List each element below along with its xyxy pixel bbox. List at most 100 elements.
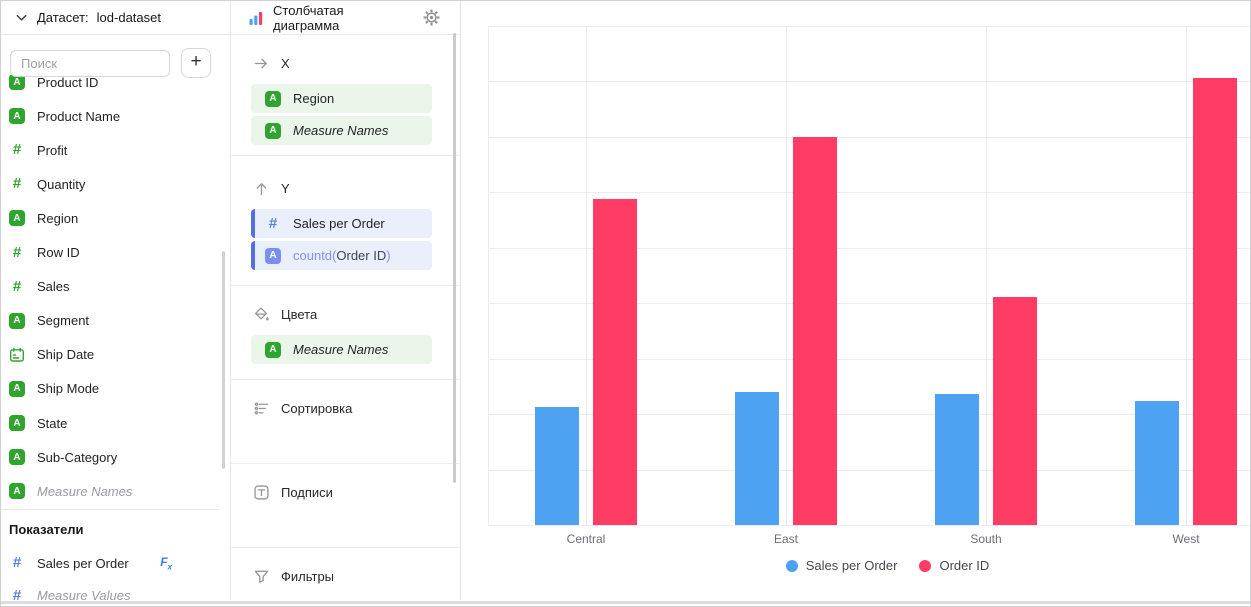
string-field-icon: A (9, 210, 25, 227)
measure-field-icon: # (268, 214, 278, 232)
field-label: Sales (37, 279, 70, 295)
bar-sales-per-order-west[interactable] (1135, 400, 1179, 525)
field-sales-per-order[interactable]: # Sales per Order Fx (1, 546, 219, 580)
field-label: Measure Values (37, 588, 131, 600)
gridline-horizontal (488, 303, 1250, 305)
bar-chart-area: Central East South West Sales per Order Order… (461, 1, 1250, 600)
fields-search-block: + (1, 41, 229, 78)
shelf-field-label: Region (293, 91, 335, 106)
dataset-fields-panel: Датасет: lod-dataset + Показатели A Produ… (1, 1, 231, 600)
bar-order-id-west[interactable] (1193, 78, 1237, 525)
string-field-icon: A (265, 90, 281, 107)
bar-sales-per-order-east[interactable] (735, 392, 779, 525)
number-field-icon: # (12, 243, 22, 261)
arrow-up-icon (253, 180, 270, 197)
shelf-field-label: Measure Names (293, 342, 389, 357)
shelf-section-sort: Сортировка (231, 380, 460, 464)
window-bottom-edge (1, 601, 1250, 604)
bar-sales-per-order-central[interactable] (535, 407, 579, 525)
gridline-vertical (586, 26, 587, 525)
shelf-label-labels: Подписи (281, 485, 333, 500)
field-label: Measure Names (37, 483, 133, 499)
shelf-field-sales-per-order[interactable]: # Sales per Order (251, 209, 432, 238)
field-product-name[interactable]: A Product Name (1, 99, 219, 133)
x-axis-label-central: Central (566, 532, 606, 546)
shelf-field-measure-names[interactable]: A Measure Names (251, 335, 432, 364)
shelf-section-colors: Цвета A Measure Names (231, 286, 460, 380)
field-label: State (37, 415, 68, 431)
bar-sales-per-order-south[interactable] (935, 393, 979, 525)
measures-section-header: Показатели (9, 522, 84, 537)
number-field-icon: # (12, 175, 22, 193)
dataset-selector[interactable]: Датасет: lod-dataset (1, 1, 230, 35)
legend-item-order-id[interactable]: Order ID (919, 558, 989, 573)
shelf-field-measure-names[interactable]: A Measure Names (251, 116, 432, 145)
field-ship-date[interactable]: Ship Date (1, 338, 219, 372)
field-segment[interactable]: A Segment (1, 304, 219, 338)
shelf-section-x: X A Region A Measure Names (231, 35, 460, 156)
gridline-horizontal (488, 26, 1250, 27)
bar-order-id-central[interactable] (593, 199, 637, 525)
x-axis-label-east: East (773, 532, 798, 546)
string-field-icon: A (9, 312, 25, 329)
shelf-label-filters: Фильтры (281, 569, 335, 584)
fx-icon[interactable]: Fx (160, 554, 172, 572)
chart-config-panel: Столбчатая диаграмма (231, 1, 461, 600)
bar-order-id-east[interactable] (793, 136, 837, 525)
fields-scrollbar-thumb[interactable] (222, 251, 225, 469)
field-label: Ship Date (37, 347, 95, 363)
field-row-id[interactable]: # Row ID (1, 236, 219, 270)
string-field-icon: A (9, 75, 25, 90)
measure-field-icon: # (12, 554, 22, 571)
config-scrollbar-thumb[interactable] (453, 33, 456, 483)
field-measure-names[interactable]: A Measure Names (1, 474, 219, 508)
shelf-section-filters: Фильтры (231, 548, 460, 600)
sort-icon (253, 400, 270, 417)
string-field-icon: A (9, 415, 25, 431)
config-header: Столбчатая диаграмма (231, 1, 460, 35)
measure-field-icon: # (12, 586, 22, 600)
field-state[interactable]: A State (1, 406, 219, 440)
field-quantity[interactable]: # Quantity (1, 167, 219, 201)
field-sales[interactable]: # Sales (1, 270, 219, 304)
field-label: Segment (37, 313, 90, 329)
field-region[interactable]: A Region (1, 201, 219, 235)
gridline-horizontal (488, 358, 1250, 360)
field-profit[interactable]: # Profit (1, 133, 219, 167)
legend-item-sales-per-order[interactable]: Sales per Order (785, 558, 897, 573)
shelf-section-labels: Подписи (231, 464, 460, 548)
gridline-horizontal (488, 192, 1250, 194)
gridline-vertical (986, 26, 987, 525)
paint-bucket-icon (253, 306, 270, 323)
shelf-label-sort: Сортировка (281, 401, 353, 416)
shelf-field-region[interactable]: A Region (251, 84, 432, 113)
gridline-horizontal (488, 469, 1250, 471)
dataset-name: lod-dataset (96, 10, 161, 25)
shelf-field-label: countd(Order ID) (293, 248, 391, 263)
fields-list: Показатели A Product ID A Product Name # Prof… (1, 75, 229, 600)
string-field-icon: A (265, 341, 281, 358)
gridline-vertical (786, 26, 787, 525)
gridline-horizontal (488, 247, 1250, 249)
formula-close: ) (386, 248, 391, 263)
field-product-id[interactable]: A Product ID (1, 75, 219, 99)
bar-order-id-south[interactable] (993, 297, 1037, 525)
search-input[interactable] (10, 50, 170, 77)
field-sub-category[interactable]: A Sub-Category (1, 440, 219, 474)
date-field-icon (9, 347, 25, 363)
text-label-icon (253, 484, 270, 501)
add-field-button[interactable]: + (181, 48, 211, 78)
arrow-right-icon (253, 55, 270, 72)
shelf-field-label: Measure Names (293, 123, 389, 138)
gear-icon[interactable] (423, 9, 440, 26)
chart-legend: Sales per Order Order ID (506, 558, 1250, 573)
string-field-icon: A (9, 449, 25, 466)
field-measure-values[interactable]: # Measure Values (1, 579, 219, 600)
bar-chart-type-icon (249, 11, 263, 25)
gridline-horizontal (488, 81, 1250, 83)
x-axis-label-south: South (970, 532, 1002, 546)
gridline-horizontal (488, 414, 1250, 416)
field-ship-mode[interactable]: A Ship Mode (1, 372, 219, 406)
